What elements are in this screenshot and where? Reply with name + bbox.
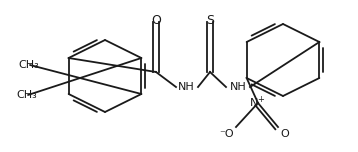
Text: CH₃: CH₃	[16, 90, 37, 100]
Text: S: S	[206, 14, 214, 27]
Text: +: +	[257, 95, 265, 104]
Text: NH: NH	[178, 82, 194, 92]
Text: NH: NH	[229, 82, 246, 92]
Text: ⁻O: ⁻O	[219, 129, 234, 139]
Text: CH₃: CH₃	[18, 60, 39, 70]
Text: O: O	[280, 129, 289, 139]
Text: N: N	[250, 98, 258, 108]
Text: O: O	[151, 14, 161, 27]
